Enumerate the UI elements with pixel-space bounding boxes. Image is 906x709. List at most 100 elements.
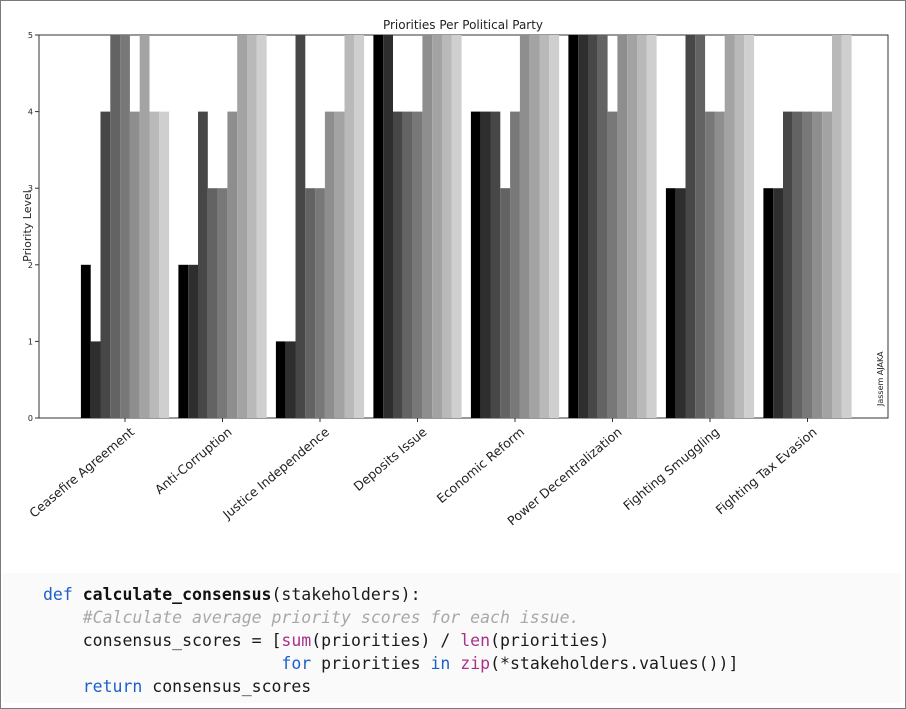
- bar: [100, 111, 111, 418]
- bar: [129, 111, 140, 418]
- x-tick-label: Fighting Smuggling: [620, 424, 722, 513]
- code-token: [450, 654, 460, 673]
- bar: [665, 188, 676, 418]
- bar: [617, 35, 628, 418]
- bar: [334, 111, 345, 418]
- code-token: len: [460, 631, 491, 650]
- bar: [188, 264, 198, 418]
- bar: [442, 35, 452, 418]
- x-tick-label: Deposits Issue: [351, 424, 430, 494]
- bar: [627, 35, 637, 418]
- y-tick-label: 1: [28, 337, 33, 346]
- bar: [432, 35, 442, 418]
- bar: [80, 264, 91, 418]
- bar: [480, 111, 491, 418]
- code-token: [43, 677, 83, 696]
- bar: [675, 188, 686, 418]
- bar: [578, 35, 588, 418]
- code-token: [43, 654, 281, 673]
- code-line: return consensus_scores: [43, 675, 738, 698]
- bar: [383, 35, 393, 418]
- code-token: #Calculate average priority scores for e…: [82, 608, 580, 627]
- code-token: (*stakeholders.values())]: [490, 654, 739, 673]
- bar: [247, 35, 257, 418]
- x-tick-label: Economic Reform: [434, 424, 527, 506]
- code-token: (stakeholders):: [271, 585, 421, 604]
- bar: [139, 35, 150, 418]
- y-tick-label: 5: [28, 31, 33, 40]
- signature-annotation: Jassem AJAKA: [876, 351, 885, 407]
- bar: [285, 341, 296, 418]
- code-token: priorities: [311, 654, 431, 673]
- bar: [451, 35, 462, 418]
- bar: [422, 35, 433, 418]
- y-tick-label: 4: [28, 108, 33, 117]
- x-tick-label: Fighting Tax Evasion: [713, 424, 820, 517]
- x-tick-label: Ceasefire Agreement: [26, 424, 137, 520]
- y-tick-label: 3: [28, 184, 33, 193]
- y-tick-label: 2: [28, 261, 33, 270]
- code-token: calculate_consensus: [82, 585, 272, 604]
- y-tick-label: 0: [28, 414, 33, 423]
- bar: [412, 111, 423, 418]
- bar: [237, 35, 247, 418]
- bar: [354, 35, 365, 418]
- bar: [832, 35, 842, 418]
- bar: [315, 188, 325, 418]
- bar: [256, 35, 267, 418]
- code-line: def calculate_consensus(stakeholders):: [43, 583, 738, 606]
- bar: [275, 341, 286, 418]
- bar: [685, 35, 696, 418]
- code-line: for priorities in zip(*stakeholders.valu…: [43, 652, 738, 675]
- bar: [646, 35, 657, 418]
- bar: [178, 264, 189, 418]
- bar: [714, 111, 725, 418]
- bar: [549, 35, 560, 418]
- x-tick-label: Anti-Corruption: [152, 424, 235, 497]
- bar: [500, 188, 511, 418]
- code-block: def calculate_consensus(stakeholders): #…: [43, 583, 738, 698]
- bar: [159, 111, 170, 418]
- bar: [529, 35, 540, 418]
- bar: [149, 111, 160, 418]
- bar: [597, 35, 608, 418]
- bar: [217, 188, 228, 418]
- bar: [773, 188, 783, 418]
- code-token: consensus_scores: [142, 677, 312, 696]
- bar: [588, 35, 598, 418]
- code-token: [43, 608, 83, 627]
- bar: [470, 111, 481, 418]
- code-line: consensus_scores = [sum(priorities) / le…: [43, 629, 738, 652]
- bar: [695, 35, 706, 418]
- bar: [120, 35, 130, 418]
- bar: [802, 111, 813, 418]
- bar: [198, 111, 208, 418]
- bar: [90, 341, 101, 418]
- bar: [324, 111, 335, 418]
- bar: [734, 35, 745, 418]
- code-token: zip: [460, 654, 491, 673]
- bar: [402, 111, 413, 418]
- code-line: #Calculate average priority scores for e…: [43, 606, 738, 629]
- bar: [783, 111, 793, 418]
- code-token: sum: [281, 631, 312, 650]
- bar: [724, 35, 735, 418]
- bar: [841, 35, 852, 418]
- bar: [519, 35, 530, 418]
- bar: [227, 111, 238, 418]
- code-token: consensus_scores = [: [43, 631, 282, 650]
- bar: [705, 111, 715, 418]
- bar: [373, 35, 384, 418]
- code-token: for: [281, 654, 312, 673]
- bar: [812, 111, 823, 418]
- bar: [344, 35, 355, 418]
- bar: [393, 111, 403, 418]
- x-tick-label: Power Decentralization: [504, 424, 624, 528]
- bar: [305, 188, 316, 418]
- bar: [110, 35, 121, 418]
- code-token: return: [82, 677, 143, 696]
- bar: [607, 111, 618, 418]
- bar: [207, 188, 218, 418]
- chart-title: Priorities Per Political Party: [383, 18, 543, 32]
